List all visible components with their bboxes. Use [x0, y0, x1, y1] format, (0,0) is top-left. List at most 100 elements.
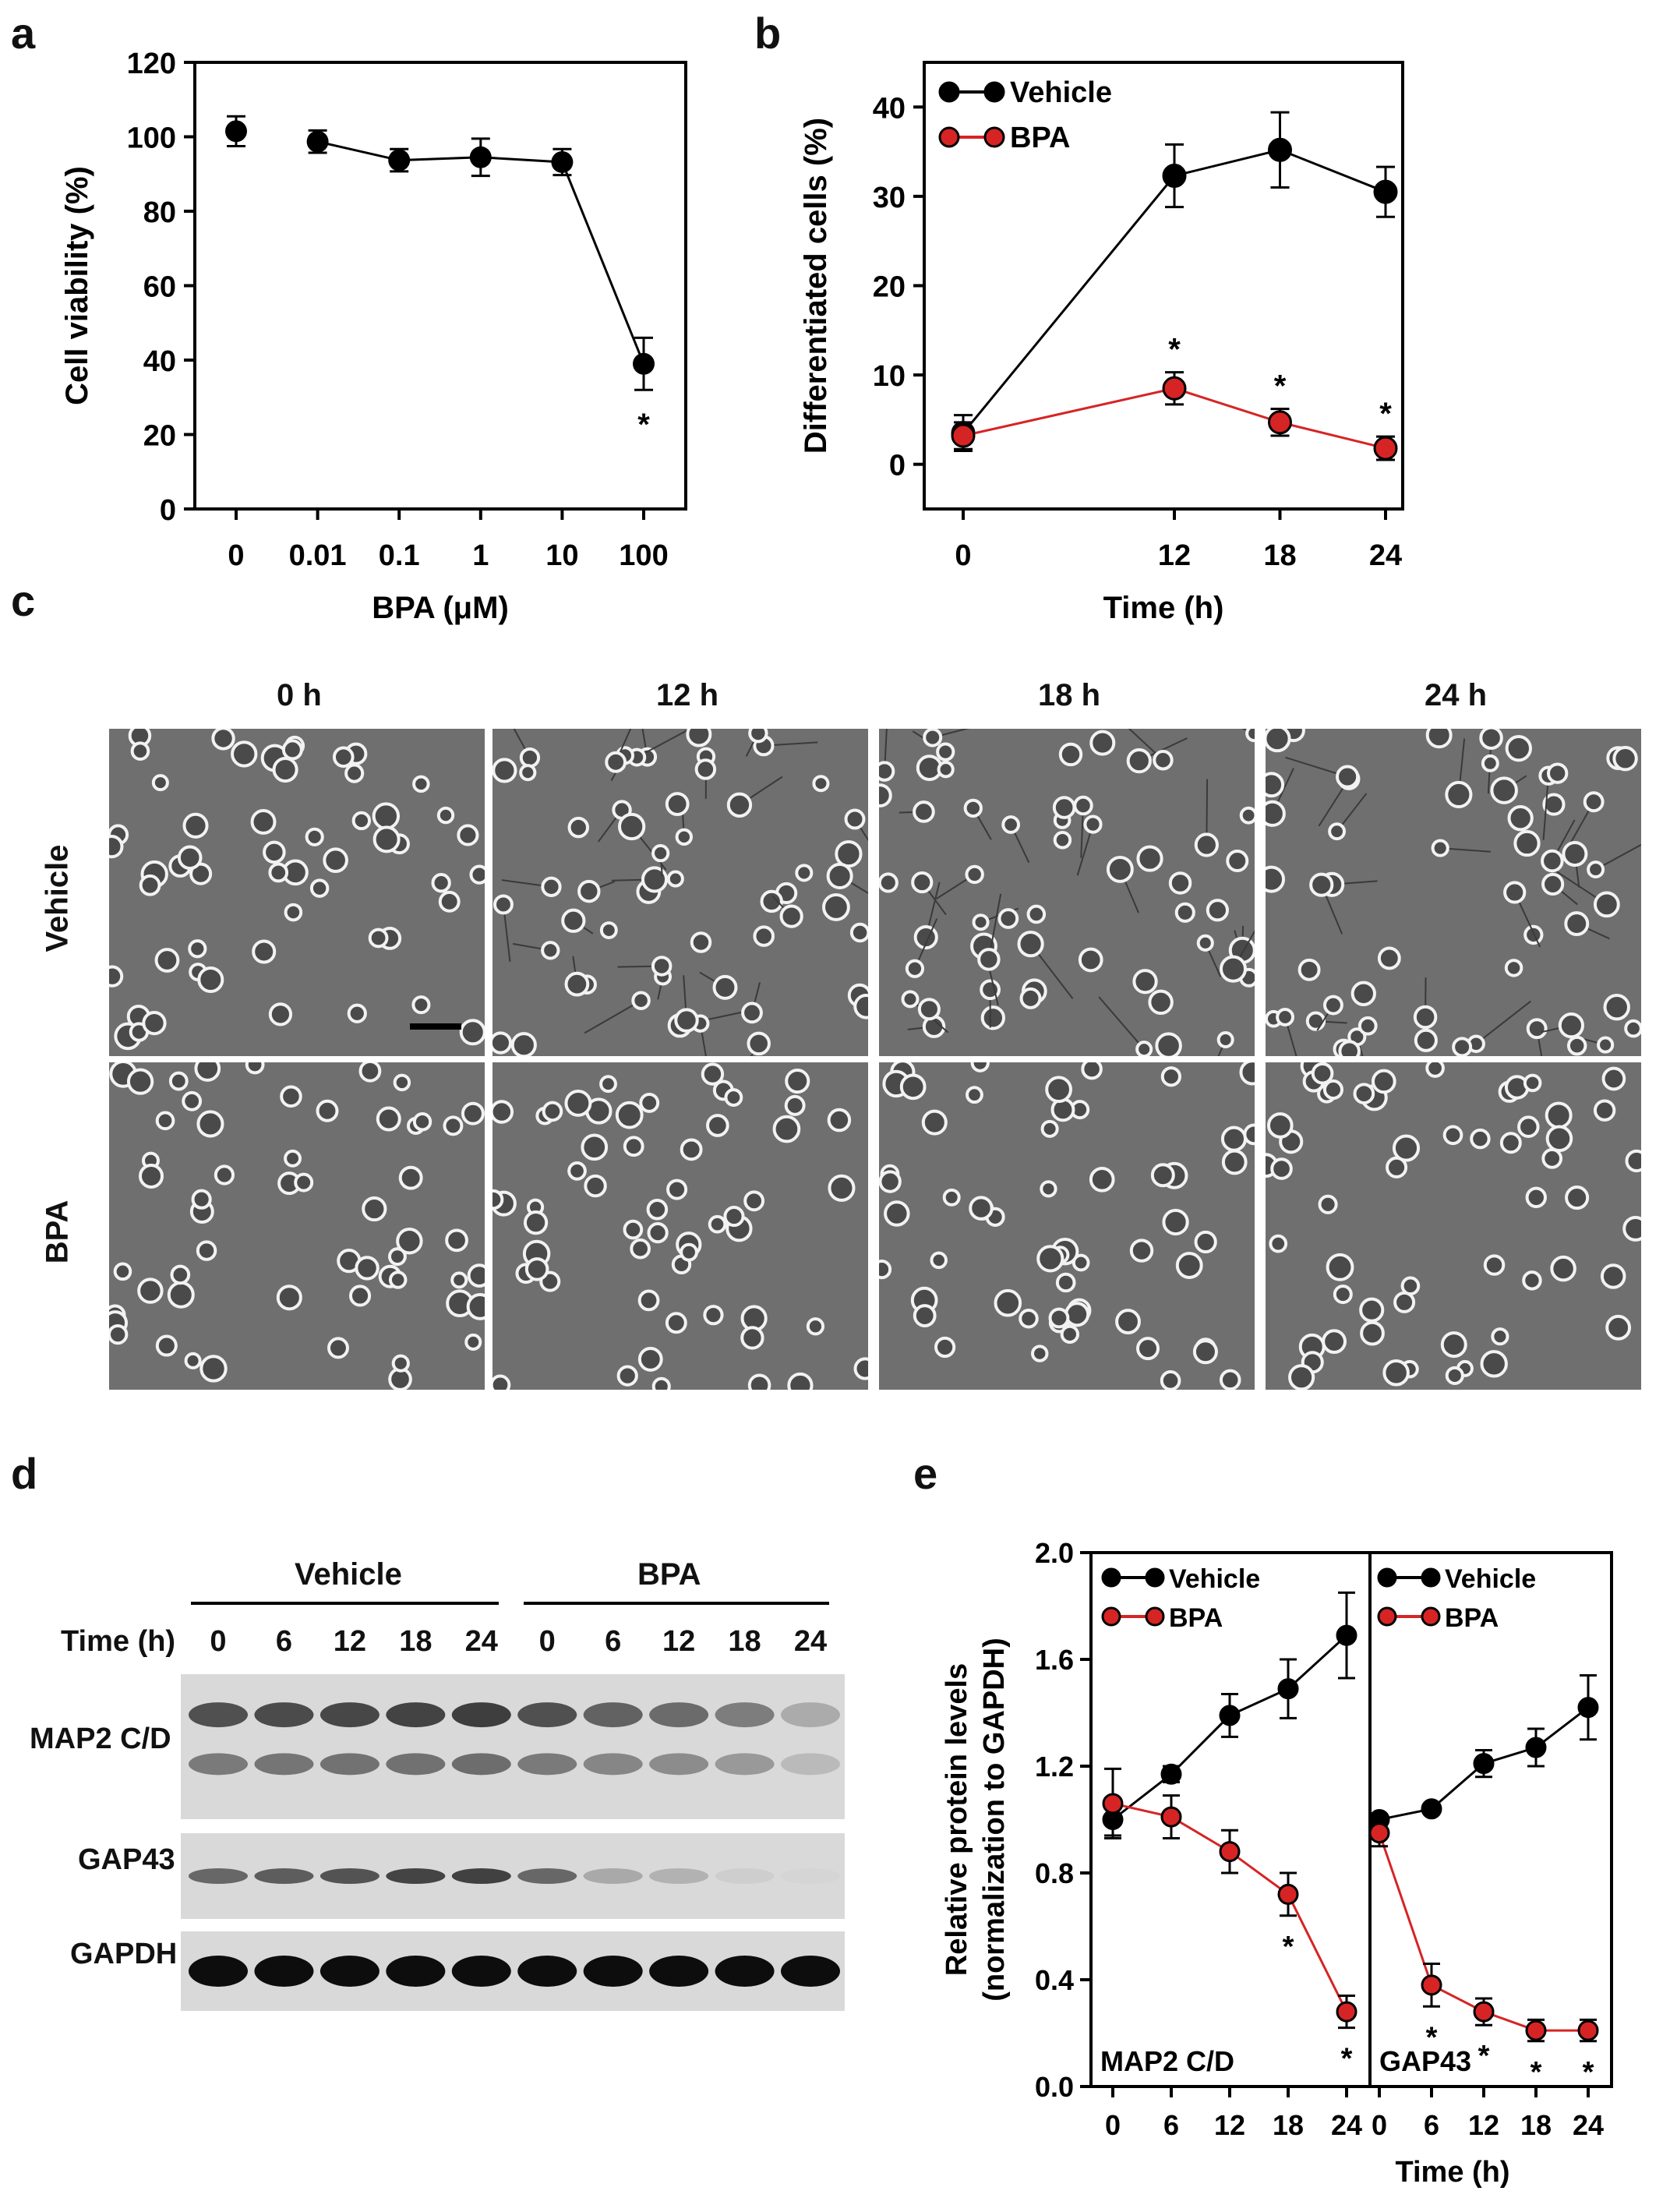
cell — [372, 802, 401, 830]
cell — [701, 1062, 725, 1086]
cell — [747, 1373, 771, 1390]
cell — [577, 879, 601, 903]
y-tick-label: 100 — [127, 122, 176, 155]
cell — [197, 966, 224, 994]
legend-marker — [1421, 1606, 1441, 1627]
cell — [1219, 955, 1248, 983]
cell — [1624, 1019, 1641, 1038]
cell — [623, 1219, 644, 1240]
x-axis-label: Time (h) — [1395, 2156, 1509, 2189]
blot-group-vehicle: Vehicle — [295, 1557, 402, 1592]
cell — [445, 1228, 468, 1253]
legend-label-vehicle: Vehicle — [1169, 1564, 1260, 1594]
cell — [853, 1357, 868, 1380]
cell — [828, 1174, 856, 1202]
cell — [853, 994, 868, 1019]
cell — [167, 1281, 195, 1309]
band — [715, 1753, 775, 1776]
chart-a: 0 20 40 60 80 100 120 0 0.01 0.1 1 10 100 BPA (μM) Cel… — [60, 48, 687, 625]
micrograph-vehicle-24h — [1266, 729, 1641, 1056]
neurite — [854, 818, 868, 842]
cell — [284, 903, 303, 922]
legend-marker — [1377, 1606, 1397, 1627]
cell — [1414, 1028, 1438, 1052]
band — [320, 1753, 380, 1776]
cell — [743, 1190, 765, 1212]
data-point-vehicle — [1373, 179, 1398, 204]
micrograph-cells — [493, 1062, 868, 1390]
cell — [1350, 981, 1376, 1006]
cell — [139, 874, 161, 896]
legend-marker — [938, 81, 960, 103]
cell — [1322, 1079, 1344, 1101]
cell — [1541, 1148, 1563, 1169]
cell — [268, 862, 289, 883]
blot-row-gap43: GAP43 — [78, 1843, 175, 1876]
micrograph-vehicle-18h — [879, 729, 1255, 1056]
cell — [1073, 795, 1093, 816]
band — [254, 1868, 314, 1884]
cell — [567, 1161, 587, 1181]
cell — [1219, 1369, 1241, 1390]
legend-label-bpa: BPA — [1169, 1603, 1223, 1633]
y-tick-label: 20 — [143, 420, 176, 453]
cell — [806, 1317, 825, 1336]
y-tick-label: 0.4 — [1035, 1964, 1074, 1996]
cell — [1305, 1011, 1326, 1031]
cell — [923, 729, 943, 747]
cell — [469, 864, 485, 885]
cell — [387, 1247, 407, 1267]
band — [781, 1956, 840, 1987]
cell — [1600, 1263, 1626, 1289]
cell — [879, 1170, 902, 1193]
col-label-12h: 12 h — [656, 678, 719, 712]
cell — [675, 828, 693, 846]
cell — [599, 921, 618, 939]
cell — [787, 1372, 814, 1390]
cell — [1360, 1320, 1385, 1346]
cell — [1239, 1062, 1255, 1086]
y-tick-label: 60 — [143, 271, 176, 304]
cell — [1036, 1245, 1064, 1273]
cell — [344, 763, 365, 783]
cell — [564, 971, 590, 997]
cell — [1266, 800, 1286, 827]
cell — [921, 1109, 948, 1136]
cell — [231, 740, 258, 768]
cell — [641, 866, 669, 893]
data-point-bpa — [951, 423, 976, 448]
cell — [1338, 1040, 1361, 1056]
x-tick-label: 18 — [1263, 539, 1296, 572]
cell — [1064, 1302, 1090, 1327]
micrograph-cells — [879, 729, 1255, 1056]
band — [320, 1956, 380, 1987]
cell — [1318, 1194, 1338, 1214]
cell — [154, 948, 180, 973]
micrograph-vehicle-12h — [493, 729, 868, 1056]
cell — [355, 1256, 380, 1281]
cell — [281, 739, 303, 761]
cell — [1481, 754, 1499, 772]
cell — [666, 870, 684, 888]
data-point-bpa — [1525, 2019, 1547, 2041]
cell — [130, 741, 150, 761]
cell — [965, 864, 984, 885]
blot-time-8: 18 — [728, 1625, 761, 1658]
cell — [170, 1264, 191, 1285]
cell — [1499, 1132, 1522, 1154]
cell — [450, 1271, 468, 1289]
cell — [694, 758, 717, 780]
cell — [1058, 742, 1083, 767]
y-axis-label-line2: (normalization to GAPDH) — [978, 1638, 1011, 2002]
x-tick-label: 12 — [1158, 539, 1191, 572]
cell — [398, 1165, 423, 1190]
cell — [827, 1108, 852, 1133]
cell — [936, 742, 955, 761]
cell — [493, 1100, 514, 1124]
band — [583, 1956, 643, 1987]
chart-b: 0 10 20 30 40 0 12 18 24 Time (h) Differentiated c… — [799, 61, 1404, 625]
cell — [712, 974, 738, 1000]
cell — [1053, 831, 1072, 850]
cell — [564, 1089, 592, 1117]
cell — [524, 1257, 549, 1281]
